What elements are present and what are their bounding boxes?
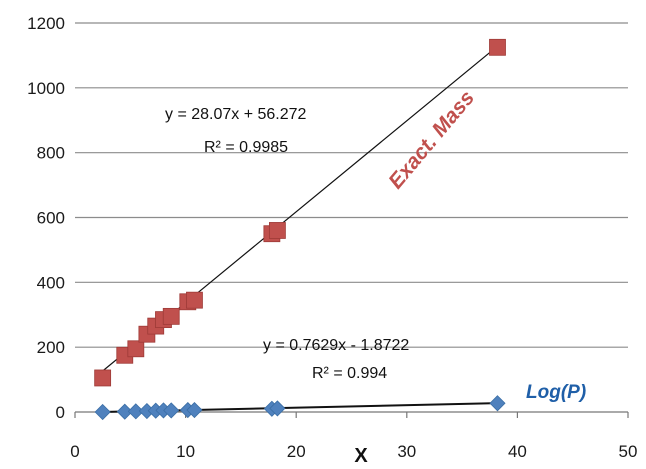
gridlines [75, 22, 628, 413]
y-tick-label: 200 [37, 338, 65, 357]
x-tick-label: 20 [287, 442, 306, 461]
logp-r-squared: R² = 0.994 [312, 365, 387, 382]
exact-mass-point [268, 222, 286, 239]
y-tick-label: 800 [37, 144, 65, 163]
exact-mass-point [94, 369, 112, 387]
y-tick-label: 1000 [27, 79, 65, 98]
y-tick-label: 0 [56, 403, 65, 422]
exact-mass-point [162, 307, 180, 325]
trendlines [102, 45, 498, 413]
x-tick-label: 50 [619, 442, 638, 461]
y-tick-label: 1200 [27, 14, 65, 33]
exact-mass-point [186, 291, 203, 309]
logp-point [489, 395, 506, 412]
exact-mass-point [489, 38, 506, 56]
logp-point [127, 403, 144, 420]
axis-ticks: 0 200 400 600 800 1000 1200 0 10 20 30 40 50 [27, 14, 637, 461]
x-axis-label: X [354, 445, 368, 467]
x-tick-label: 10 [176, 442, 195, 461]
x-tick-label: 0 [70, 442, 79, 461]
exact-mass-r-squared: R² = 0.9985 [204, 139, 288, 156]
exact-mass-point [127, 340, 145, 358]
logp-point [186, 401, 203, 419]
x-tick-label: 30 [397, 442, 416, 461]
logp-point [269, 400, 286, 417]
logp-point [116, 403, 133, 420]
logp-point [94, 403, 111, 421]
exact-mass-series-label: Exact. Mass [384, 86, 479, 193]
exact-mass-equation: y = 28.07x + 56.272 [165, 106, 307, 123]
x-tick-label: 40 [508, 442, 527, 461]
logp-equation: y = 0.7629x - 1.8722 [263, 337, 409, 354]
logp-series-label: Log(P) [526, 382, 586, 403]
logp-point [163, 402, 180, 419]
y-tick-label: 400 [37, 273, 65, 292]
data-points [94, 38, 506, 421]
y-tick-label: 600 [37, 209, 65, 228]
